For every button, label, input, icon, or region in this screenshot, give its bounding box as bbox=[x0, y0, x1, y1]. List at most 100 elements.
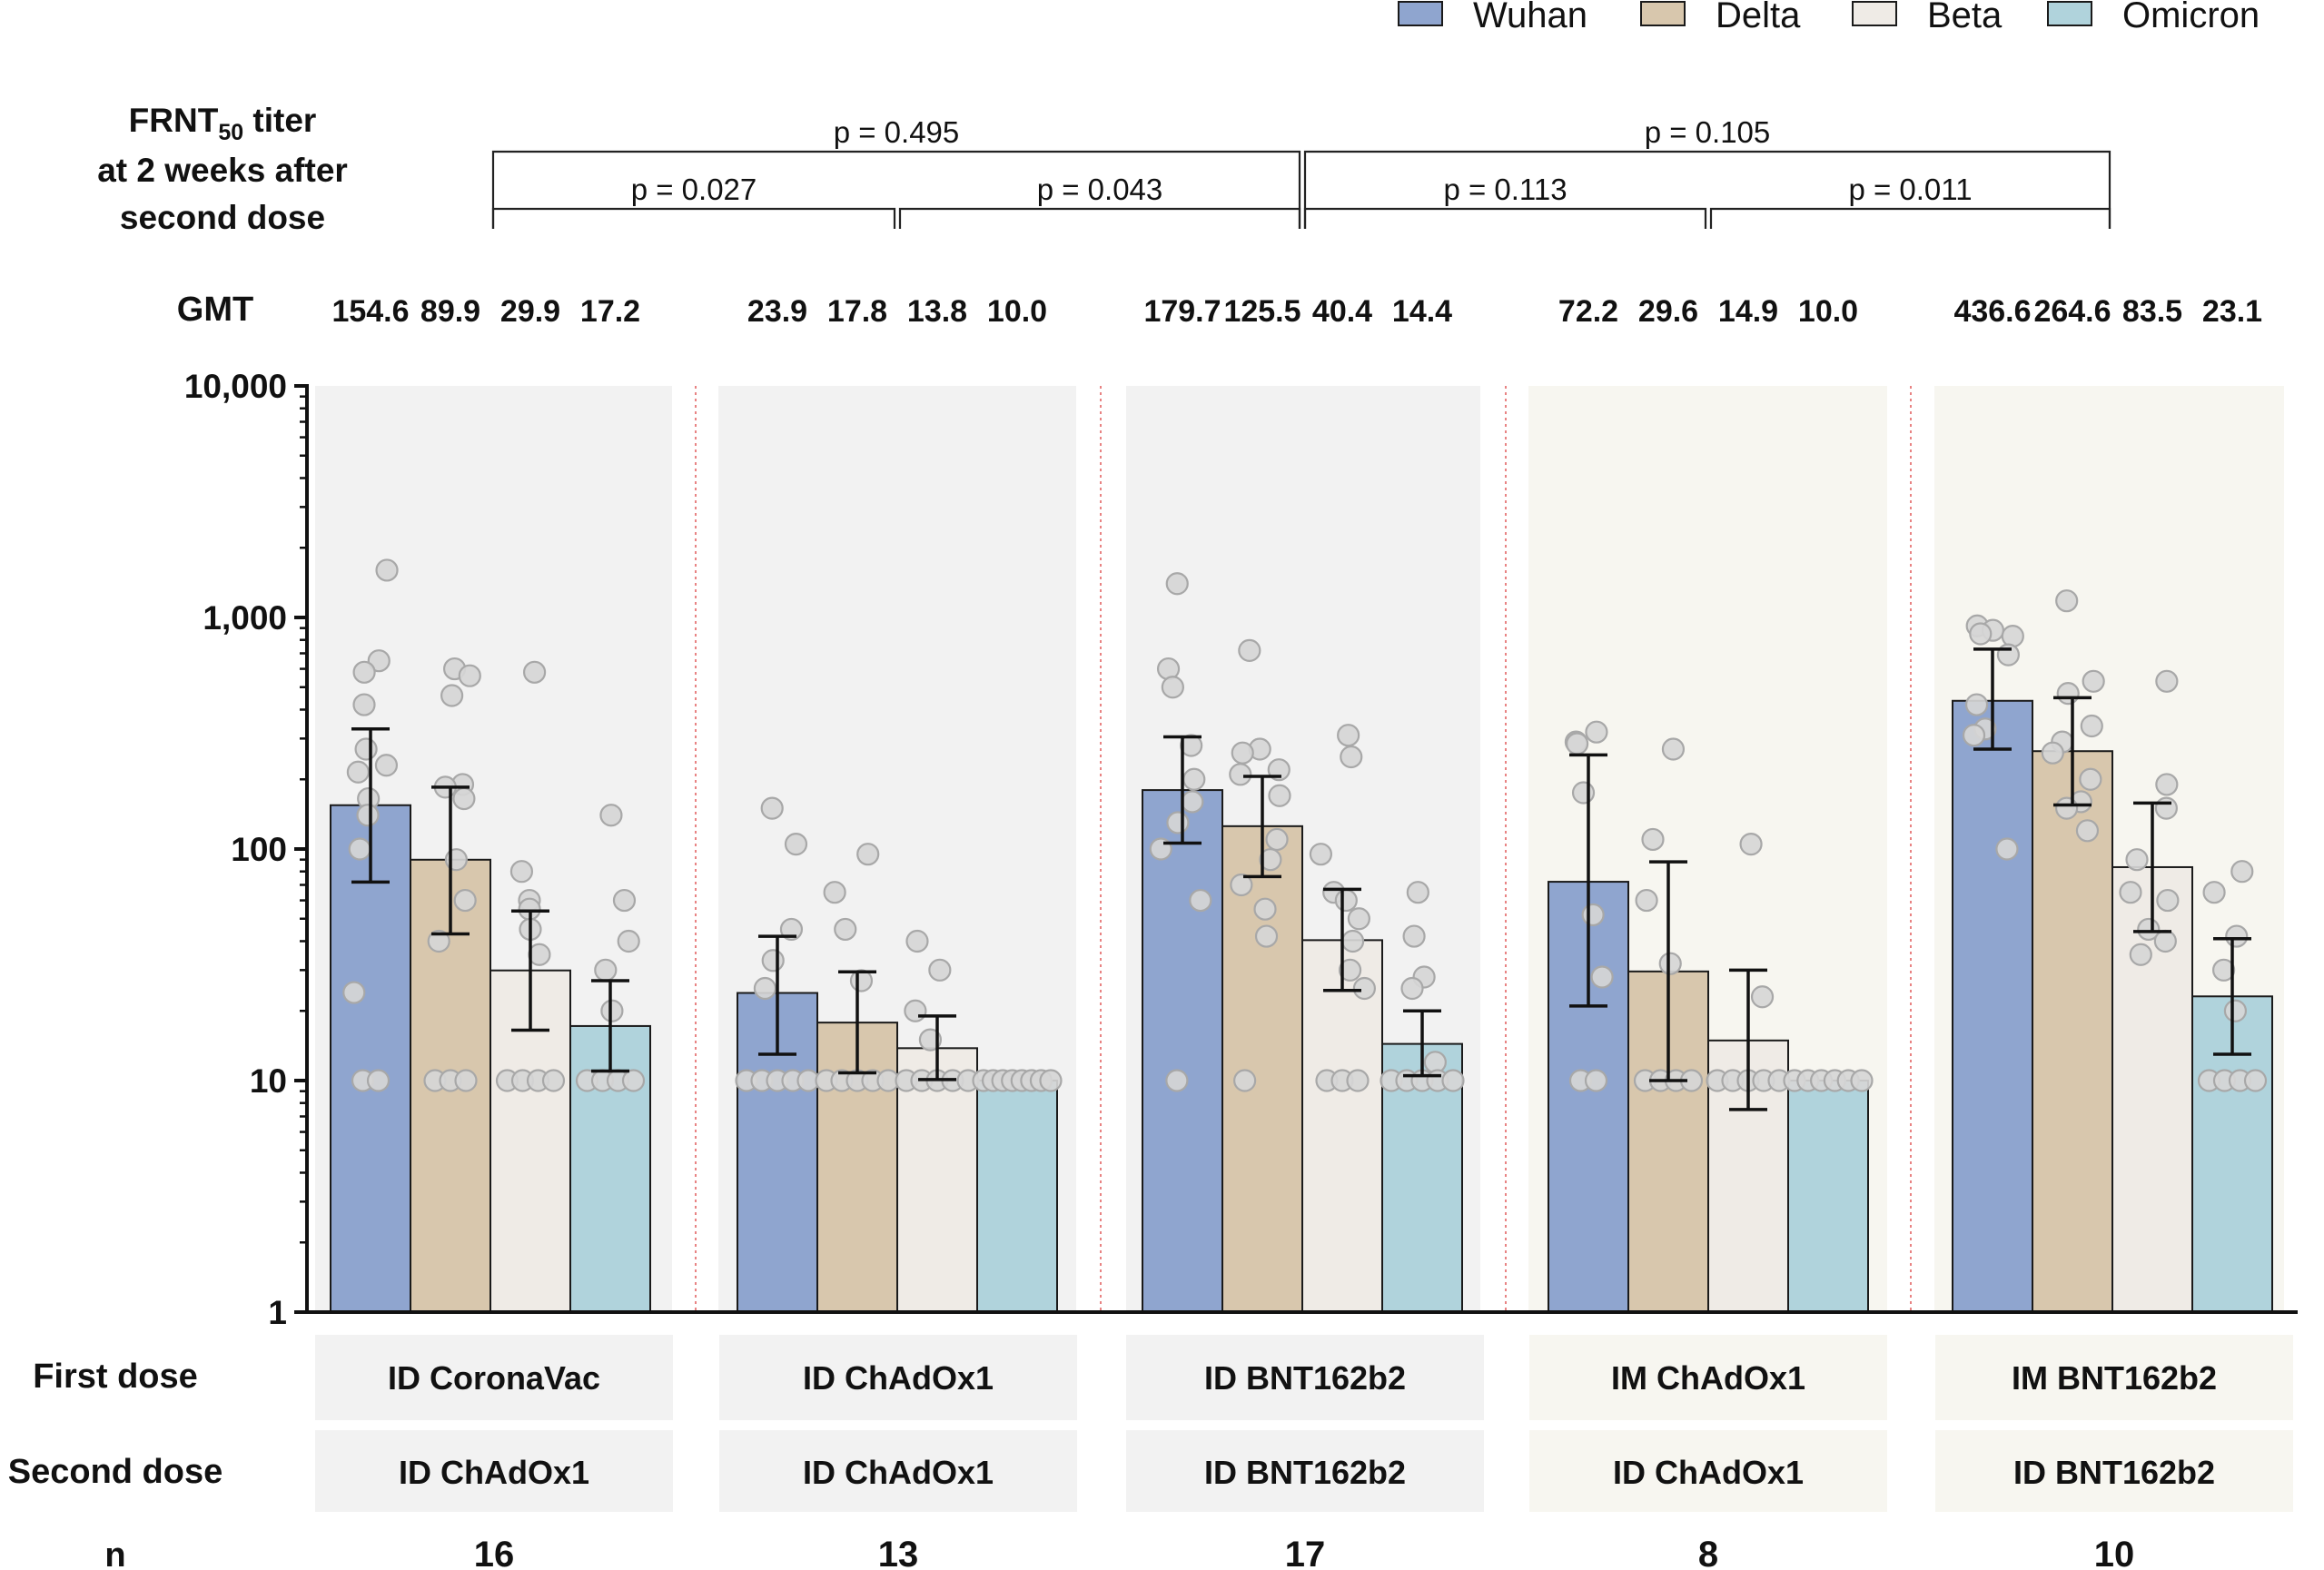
n-value: 16 bbox=[474, 1535, 515, 1570]
data-point bbox=[823, 881, 846, 904]
chart-title-line1: FRNT50 titer bbox=[129, 102, 317, 145]
first-dose-label: ID BNT162b2 bbox=[1204, 1359, 1406, 1397]
data-point bbox=[760, 796, 784, 820]
data-point bbox=[1238, 638, 1261, 662]
gmt-value: 89.9 bbox=[420, 294, 480, 329]
p-value-label: p = 0.105 bbox=[1645, 115, 1771, 149]
first-dose-box bbox=[1935, 1335, 2293, 1420]
data-point bbox=[1441, 1069, 1465, 1092]
data-point bbox=[1165, 1069, 1189, 1092]
bar-beta bbox=[896, 1047, 978, 1313]
row-label-second-dose: Second dose bbox=[8, 1453, 223, 1491]
legend-label-wuhan: Wuhan bbox=[1473, 0, 1587, 35]
legend-swatch-omicron bbox=[2047, 1, 2092, 26]
data-point bbox=[2001, 625, 2024, 648]
data-point bbox=[1566, 732, 1589, 755]
gmt-value: 29.6 bbox=[1638, 294, 1698, 329]
data-point bbox=[1309, 843, 1333, 866]
data-point bbox=[849, 969, 874, 992]
data-point bbox=[2243, 1069, 2268, 1092]
data-point bbox=[1233, 1069, 1257, 1092]
data-point bbox=[2129, 943, 2152, 966]
data-point bbox=[1268, 784, 1291, 807]
data-point bbox=[834, 917, 857, 942]
n-value: 13 bbox=[878, 1535, 919, 1570]
first-dose-label: IM BNT162b2 bbox=[2012, 1359, 2217, 1397]
data-point bbox=[2202, 881, 2226, 904]
data-point bbox=[348, 837, 371, 861]
data-point bbox=[2079, 767, 2102, 791]
data-point bbox=[1189, 888, 1212, 913]
p-value-label: p = 0.027 bbox=[631, 173, 757, 206]
second-dose-label: ID ChAdOx1 bbox=[399, 1454, 589, 1491]
data-point bbox=[2056, 682, 2080, 706]
data-point bbox=[2075, 819, 2100, 843]
data-point bbox=[1180, 734, 1203, 757]
second-dose-box bbox=[1529, 1430, 1887, 1512]
y-tick-label: 10,000 bbox=[184, 368, 287, 405]
p-value-label: p = 0.113 bbox=[1443, 173, 1567, 206]
gmt-value: 125.5 bbox=[1223, 294, 1300, 329]
legend-label-omicron: Omicron bbox=[2122, 0, 2260, 35]
data-point bbox=[346, 760, 370, 784]
bar-omicron bbox=[976, 1080, 1058, 1313]
data-point bbox=[2055, 589, 2079, 613]
n-value: 17 bbox=[1285, 1535, 1326, 1570]
data-point bbox=[612, 888, 637, 913]
data-point bbox=[594, 958, 618, 982]
data-point bbox=[2041, 741, 2064, 765]
bar-wuhan bbox=[1142, 789, 1223, 1313]
gmt-value: 40.4 bbox=[1312, 294, 1372, 329]
data-point bbox=[753, 976, 777, 1001]
chart-title-line2: at 2 weeks after bbox=[97, 152, 348, 189]
gmt-value: 10.0 bbox=[987, 294, 1047, 329]
data-point bbox=[2082, 669, 2105, 693]
gmt-value: 264.6 bbox=[2033, 294, 2111, 329]
data-point bbox=[2080, 714, 2103, 738]
data-point bbox=[2156, 888, 2180, 913]
data-point bbox=[1338, 958, 1362, 982]
gmt-value: 23.1 bbox=[2202, 294, 2262, 329]
data-point bbox=[2155, 773, 2179, 796]
y-tick-label: 10 bbox=[250, 1062, 287, 1100]
data-point bbox=[366, 1069, 391, 1092]
data-point bbox=[352, 693, 376, 716]
data-point bbox=[1231, 741, 1254, 765]
title-subscript: 50 bbox=[218, 120, 243, 145]
data-point bbox=[375, 558, 399, 582]
data-point bbox=[856, 843, 880, 866]
data-point bbox=[352, 660, 376, 684]
gmt-value: 29.9 bbox=[500, 294, 560, 329]
data-point bbox=[1254, 924, 1279, 948]
data-point bbox=[2119, 881, 2142, 904]
row-label-n: n bbox=[104, 1536, 125, 1570]
data-point bbox=[1161, 676, 1184, 699]
data-point bbox=[2211, 958, 2236, 982]
data-point bbox=[784, 832, 808, 856]
data-point bbox=[1850, 1069, 1874, 1092]
data-point bbox=[2225, 924, 2249, 948]
data-point bbox=[918, 1028, 943, 1052]
p-value-label: p = 0.043 bbox=[1037, 173, 1163, 206]
legend-label-delta: Delta bbox=[1716, 0, 1801, 35]
data-point bbox=[904, 999, 927, 1022]
second-dose-box bbox=[719, 1430, 1077, 1512]
first-dose-box bbox=[1529, 1335, 1887, 1420]
gmt-value: 13.8 bbox=[907, 294, 967, 329]
legend-swatch-delta bbox=[1640, 1, 1686, 26]
data-point bbox=[1571, 781, 1596, 805]
y-tick-label: 100 bbox=[231, 831, 287, 868]
data-point bbox=[1658, 952, 1682, 975]
data-point bbox=[1739, 832, 1763, 856]
data-point bbox=[599, 804, 623, 827]
data-point bbox=[1346, 1069, 1370, 1092]
data-point bbox=[522, 660, 547, 684]
data-point bbox=[621, 1069, 646, 1092]
data-point bbox=[2230, 860, 2254, 884]
y-tick-label: 1,000 bbox=[203, 599, 287, 637]
data-point bbox=[458, 664, 481, 687]
data-point bbox=[1661, 737, 1686, 761]
data-point bbox=[1341, 929, 1365, 953]
gmt-value: 10.0 bbox=[1798, 294, 1858, 329]
n-value: 8 bbox=[1698, 1535, 1718, 1570]
